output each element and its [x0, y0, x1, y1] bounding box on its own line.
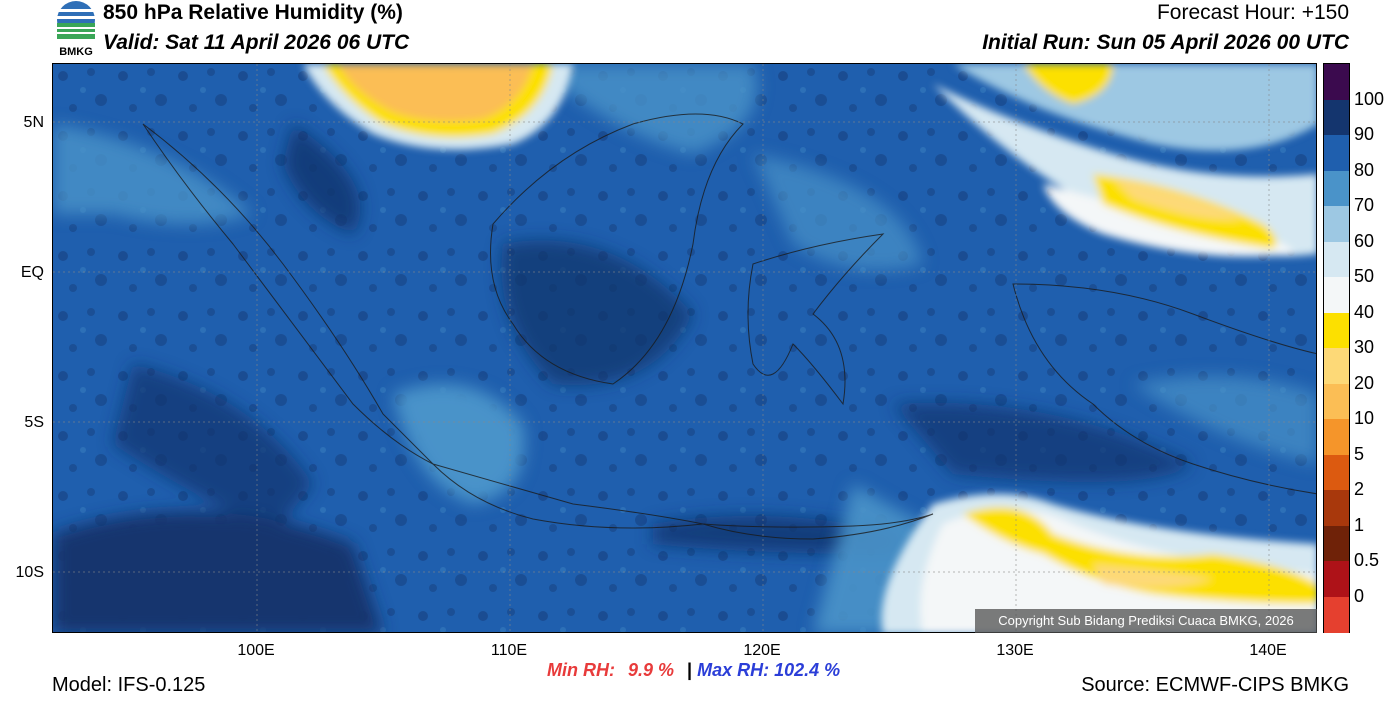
- lon-label: 140E: [1249, 642, 1287, 659]
- forecast-hour: Forecast Hour: +150: [1156, 1, 1349, 24]
- colorbar-label: 10: [1354, 408, 1375, 428]
- valid-time: Valid: Sat 11 April 2026 06 UTC: [103, 31, 410, 54]
- source-label: Source: ECMWF-CIPS BMKG: [1081, 674, 1349, 696]
- chart-title: 850 hPa Relative Humidity (%): [103, 1, 403, 24]
- lon-label: 110E: [490, 642, 528, 659]
- colorbar-label: 100: [1354, 88, 1385, 109]
- colorbar-label: 20: [1354, 372, 1375, 393]
- colorbar-segment: [1324, 170, 1349, 207]
- colorbar-segment: [1324, 348, 1349, 384]
- colorbar-label: 50: [1354, 266, 1375, 286]
- colorbar-segment: [1324, 596, 1349, 633]
- colorbar-segment: [1324, 99, 1349, 136]
- model-label: Model: IFS-0.125: [52, 674, 206, 696]
- colorbar-segment: [1324, 64, 1349, 100]
- colorbar-label: 0: [1354, 585, 1365, 606]
- colorbar-segment: [1324, 490, 1349, 526]
- lat-label: 10S: [15, 564, 44, 581]
- colorbar-label: 70: [1354, 195, 1375, 215]
- min-rh-label: Min RH:: [547, 660, 615, 680]
- colorbar-label: 30: [1354, 337, 1375, 357]
- colorbar-label: 1: [1354, 514, 1365, 535]
- colorbar-segment: [1324, 206, 1349, 242]
- colorbar-segment: [1324, 277, 1349, 313]
- stats-separator: |: [687, 660, 693, 680]
- colorbar-segment: [1324, 135, 1349, 171]
- bmkg-logo: BMKG: [52, 0, 100, 60]
- humidity-field: [53, 64, 1316, 632]
- lon-label: 100E: [237, 642, 275, 659]
- colorbar-segment: [1324, 561, 1349, 597]
- lon-label: 120E: [743, 642, 781, 659]
- lat-label: EQ: [20, 264, 44, 281]
- lon-label: 130E: [996, 642, 1034, 659]
- humidity-map: [52, 63, 1317, 633]
- colorbar-segment: [1324, 312, 1349, 349]
- lat-label: 5S: [24, 414, 44, 431]
- colorbar-label: 40: [1354, 301, 1375, 322]
- logo-text: BMKG: [59, 46, 93, 58]
- colorbar-label: 60: [1354, 230, 1375, 251]
- colorbar-segment: [1324, 525, 1349, 562]
- colorbar-label: 90: [1354, 124, 1375, 144]
- rh-stats: Min RH: 9.9 % | Max RH: 102.4 %: [547, 660, 840, 681]
- max-rh: Max RH: 102.4 %: [697, 660, 841, 680]
- colorbar-segment: [1324, 419, 1349, 455]
- colorbar-label: 0.5: [1354, 550, 1380, 570]
- colorbar-segment: [1324, 241, 1349, 278]
- initial-run: Initial Run: Sun 05 April 2026 00 UTC: [982, 31, 1349, 54]
- colorbar-label: 2: [1354, 479, 1365, 499]
- colorbar-segment: [1324, 383, 1349, 420]
- colorbar-segment: [1324, 454, 1349, 491]
- colorbar-label: 80: [1354, 159, 1375, 180]
- colorbar: [1323, 63, 1350, 633]
- min-rh-value: 9.9 %: [628, 660, 675, 680]
- lat-label: 5N: [23, 114, 44, 131]
- colorbar-label: 5: [1354, 443, 1365, 464]
- copyright-notice: Copyright Sub Bidang Prediksi Cuaca BMKG…: [975, 609, 1317, 633]
